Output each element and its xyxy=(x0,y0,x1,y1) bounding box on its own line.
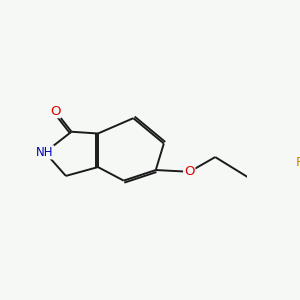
Text: O: O xyxy=(50,105,61,118)
Text: F: F xyxy=(296,156,300,169)
Text: NH: NH xyxy=(36,146,54,159)
Text: O: O xyxy=(184,165,195,178)
